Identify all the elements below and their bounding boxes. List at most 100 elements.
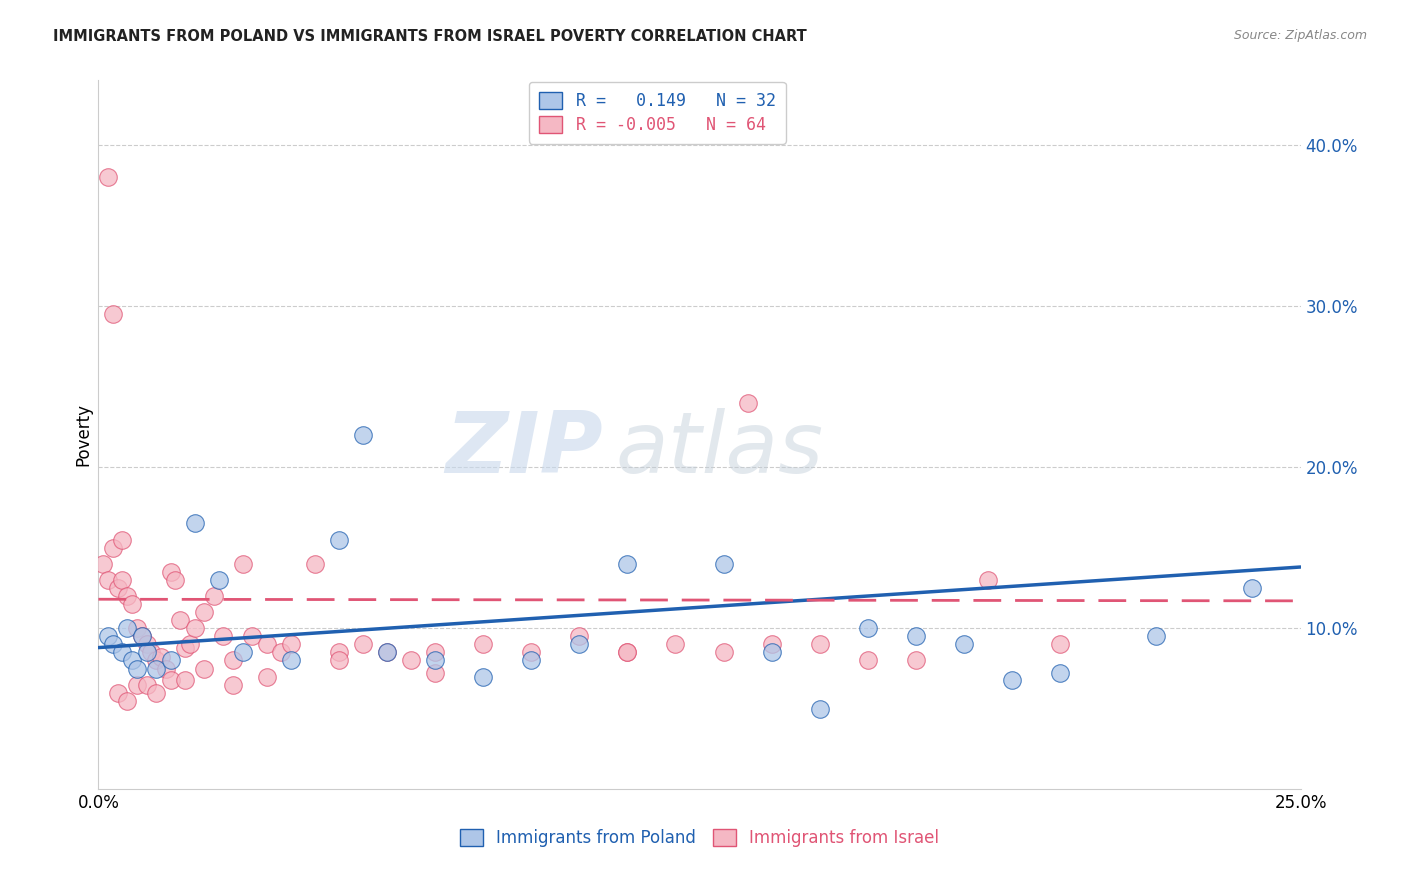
Point	[1241, 581, 1264, 595]
Point	[256, 670, 278, 684]
Point	[375, 645, 398, 659]
Point	[111, 533, 134, 547]
Point	[761, 637, 783, 651]
Point	[145, 653, 167, 667]
Point	[193, 661, 215, 675]
Point	[616, 645, 638, 659]
Point	[97, 169, 120, 184]
Point	[169, 613, 191, 627]
Point	[145, 661, 167, 675]
Point	[240, 629, 263, 643]
Point	[904, 653, 927, 667]
Point	[117, 694, 139, 708]
Point	[125, 678, 148, 692]
Point	[159, 565, 181, 579]
Point	[222, 653, 245, 667]
Point	[280, 653, 302, 667]
Point	[713, 557, 735, 571]
Point	[97, 629, 120, 643]
Point	[472, 670, 495, 684]
Point	[352, 637, 374, 651]
Point	[212, 629, 235, 643]
Point	[399, 653, 422, 667]
Point	[107, 581, 129, 595]
Y-axis label: Poverty: Poverty	[75, 403, 93, 467]
Point	[97, 573, 120, 587]
Point	[121, 597, 143, 611]
Point	[616, 557, 638, 571]
Point	[135, 678, 157, 692]
Point	[737, 395, 759, 409]
Point	[179, 637, 201, 651]
Point	[141, 645, 163, 659]
Point	[280, 637, 302, 651]
Point	[808, 637, 831, 651]
Point	[472, 637, 495, 651]
Point	[101, 637, 124, 651]
Point	[953, 637, 976, 651]
Point	[135, 637, 157, 651]
Point	[91, 557, 114, 571]
Point	[808, 702, 831, 716]
Point	[352, 428, 374, 442]
Point	[149, 650, 172, 665]
Point	[270, 645, 292, 659]
Point	[111, 645, 134, 659]
Point	[222, 678, 245, 692]
Point	[101, 541, 124, 555]
Point	[174, 640, 197, 655]
Point	[328, 645, 350, 659]
Point	[174, 673, 197, 687]
Point	[616, 645, 638, 659]
Point	[856, 621, 879, 635]
Legend: Immigrants from Poland, Immigrants from Israel: Immigrants from Poland, Immigrants from …	[451, 821, 948, 855]
Point	[328, 653, 350, 667]
Point	[568, 637, 591, 651]
Point	[107, 686, 129, 700]
Point	[117, 621, 139, 635]
Point	[1001, 673, 1024, 687]
Point	[713, 645, 735, 659]
Point	[1049, 637, 1071, 651]
Point	[904, 629, 927, 643]
Point	[568, 629, 591, 643]
Text: atlas: atlas	[616, 408, 824, 491]
Point	[101, 307, 124, 321]
Point	[159, 653, 181, 667]
Point	[125, 661, 148, 675]
Point	[856, 653, 879, 667]
Point	[159, 673, 181, 687]
Point	[304, 557, 326, 571]
Point	[135, 645, 157, 659]
Point	[202, 589, 225, 603]
Text: ZIP: ZIP	[446, 408, 603, 491]
Point	[977, 573, 1000, 587]
Point	[183, 621, 205, 635]
Point	[131, 629, 153, 643]
Point	[193, 605, 215, 619]
Point	[423, 645, 446, 659]
Point	[520, 653, 543, 667]
Point	[328, 533, 350, 547]
Point	[117, 589, 139, 603]
Point	[1049, 666, 1071, 681]
Point	[111, 573, 134, 587]
Point	[256, 637, 278, 651]
Point	[125, 621, 148, 635]
Point	[165, 573, 187, 587]
Point	[423, 653, 446, 667]
Point	[664, 637, 686, 651]
Text: IMMIGRANTS FROM POLAND VS IMMIGRANTS FROM ISRAEL POVERTY CORRELATION CHART: IMMIGRANTS FROM POLAND VS IMMIGRANTS FRO…	[53, 29, 807, 44]
Point	[232, 645, 254, 659]
Text: Source: ZipAtlas.com: Source: ZipAtlas.com	[1233, 29, 1367, 42]
Point	[375, 645, 398, 659]
Point	[183, 516, 205, 531]
Point	[761, 645, 783, 659]
Point	[208, 573, 231, 587]
Point	[232, 557, 254, 571]
Point	[121, 653, 143, 667]
Point	[145, 686, 167, 700]
Point	[423, 666, 446, 681]
Point	[131, 629, 153, 643]
Point	[520, 645, 543, 659]
